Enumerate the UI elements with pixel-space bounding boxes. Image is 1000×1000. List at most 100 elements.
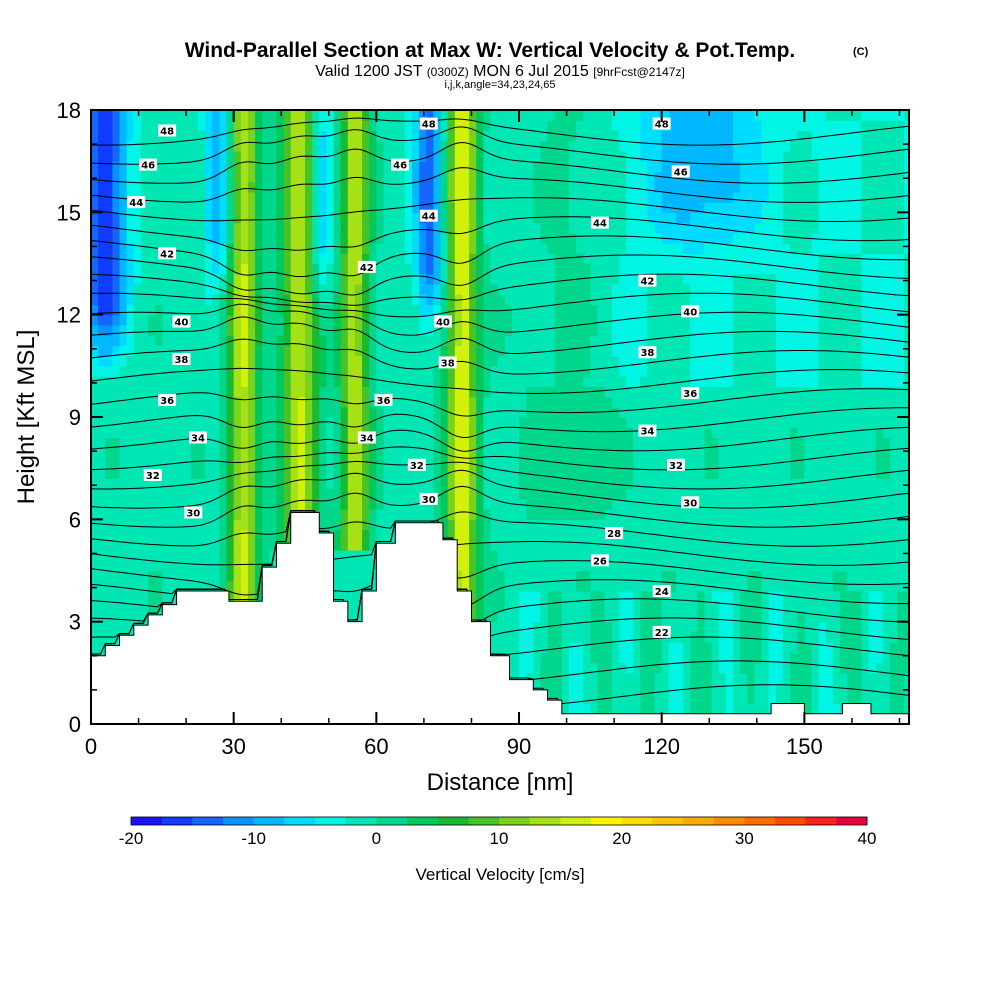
velocity-cell (362, 232, 370, 244)
velocity-cell (290, 171, 299, 183)
velocity-cell (433, 468, 442, 479)
velocity-cell (133, 478, 142, 490)
velocity-cell (198, 406, 206, 418)
velocity-cell (604, 672, 613, 684)
velocity-cell (305, 396, 313, 408)
velocity-cell (433, 304, 442, 316)
velocity-cell (469, 253, 477, 265)
velocity-cell (568, 396, 577, 408)
velocity-cell (198, 386, 206, 398)
velocity-cell (219, 263, 228, 275)
velocity-cell (198, 243, 206, 254)
velocity-cell (618, 652, 627, 664)
velocity-cell (526, 263, 534, 275)
velocity-cell (369, 376, 377, 387)
velocity-cell (305, 324, 313, 336)
velocity-cell (590, 253, 599, 265)
velocity-cell (276, 212, 285, 224)
velocity-cell (640, 171, 649, 183)
velocity-cell (590, 601, 599, 613)
velocity-cell (504, 417, 513, 428)
velocity-cell (440, 509, 449, 520)
velocity-cell (169, 150, 178, 162)
velocity-cell (176, 191, 185, 203)
velocity-cell (383, 191, 392, 203)
velocity-cell (640, 457, 649, 469)
velocity-cell (597, 202, 606, 213)
velocity-cell (126, 345, 135, 357)
velocity-cell (383, 263, 392, 275)
velocity-cell (626, 693, 634, 705)
velocity-cell (162, 212, 171, 224)
velocity-cell (205, 150, 213, 162)
velocity-cell (283, 171, 292, 183)
velocity-cell (611, 601, 620, 613)
velocity-cell (233, 191, 242, 203)
velocity-cell (583, 417, 591, 428)
velocity-cell (668, 601, 677, 613)
velocity-cell (618, 519, 627, 531)
velocity-cell (640, 447, 649, 459)
velocity-cell (661, 550, 670, 561)
velocity-cell (440, 130, 449, 142)
velocity-cell (511, 294, 520, 306)
velocity-cell (383, 386, 392, 398)
velocity-cell (326, 243, 335, 254)
velocity-cell (212, 202, 220, 213)
velocity-cell (618, 488, 627, 500)
velocity-cell (340, 202, 349, 213)
velocity-cell (626, 191, 634, 203)
velocity-cell (519, 110, 527, 121)
velocity-cell (354, 355, 363, 367)
velocity-cell (590, 191, 599, 203)
velocity-cell (433, 345, 442, 357)
velocity-cell (297, 202, 306, 213)
velocity-cell (290, 283, 299, 295)
velocity-cell (219, 447, 228, 459)
velocity-cell (668, 386, 677, 398)
velocity-cell (176, 150, 185, 162)
velocity-cell (504, 335, 513, 346)
velocity-cell (447, 130, 456, 142)
velocity-cell (369, 345, 377, 357)
velocity-cell (626, 324, 634, 336)
velocity-cell (183, 457, 192, 469)
velocity-cell (447, 263, 456, 275)
velocity-cell (283, 283, 292, 295)
velocity-cell (347, 110, 356, 121)
velocity-cell (447, 222, 456, 234)
velocity-cell (333, 570, 342, 582)
velocity-cell (91, 212, 99, 224)
velocity-cell (675, 427, 684, 439)
velocity-cell (640, 294, 649, 306)
velocity-cell (490, 304, 499, 316)
velocity-cell (212, 457, 220, 469)
velocity-cell (376, 529, 385, 541)
velocity-cell (554, 396, 563, 408)
velocity-cell (133, 488, 142, 500)
velocity-cell (205, 498, 213, 510)
velocity-cell (383, 212, 392, 224)
velocity-cell (675, 314, 684, 326)
velocity-cell (504, 631, 513, 643)
velocity-cell (497, 621, 506, 633)
velocity-cell (476, 130, 484, 142)
velocity-cell (412, 365, 420, 377)
velocity-cell (561, 580, 570, 592)
velocity-cell (354, 212, 363, 224)
velocity-cell (654, 488, 663, 500)
velocity-cell (633, 631, 641, 643)
velocity-cell (504, 498, 513, 510)
velocity-cell (219, 120, 228, 132)
velocity-cell (561, 376, 570, 387)
velocity-cell (176, 478, 185, 490)
velocity-cell (255, 253, 263, 265)
velocity-cell (276, 181, 285, 193)
velocity-cell (412, 468, 420, 479)
velocity-cell (668, 580, 677, 592)
velocity-cell (568, 386, 577, 398)
velocity-cell (183, 417, 192, 428)
velocity-cell (647, 550, 656, 561)
velocity-cell (269, 386, 278, 398)
velocity-cell (497, 529, 506, 541)
